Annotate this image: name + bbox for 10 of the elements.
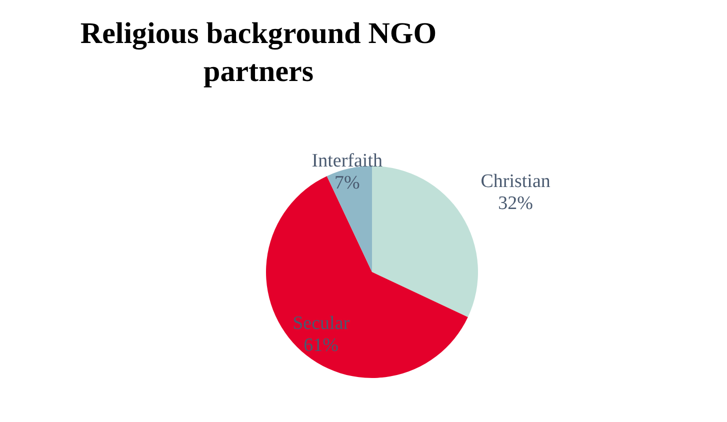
data-label: 7% (334, 172, 360, 194)
slice-label: Christian (480, 170, 551, 192)
pie-slice (266, 176, 468, 378)
data-label: 61% (304, 334, 339, 356)
data-label: 32% (498, 192, 534, 214)
pie-slice (326, 166, 372, 272)
slice-label: Secular (292, 312, 350, 334)
chart-title: Religious background NGO partners (80, 17, 437, 88)
pie-slice (372, 166, 478, 318)
slice-label: Interfaith (312, 150, 383, 172)
